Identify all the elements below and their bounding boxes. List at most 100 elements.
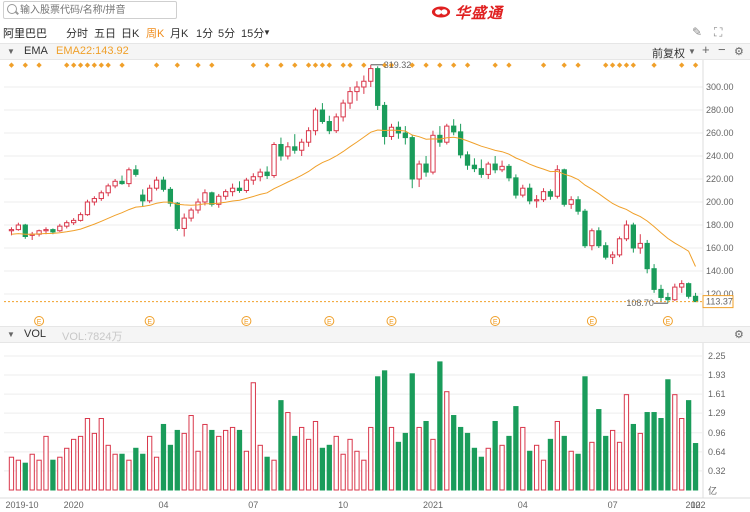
volume-bar (637, 432, 643, 491)
adjust-selector[interactable]: 前复权 (652, 48, 685, 60)
candle-body (361, 80, 367, 88)
volume-bar (513, 406, 519, 491)
candle-body (464, 154, 471, 166)
earnings-marker-label: E (493, 319, 498, 326)
collapse-icon[interactable]: ▼ (7, 47, 15, 56)
vol-tick-label: 0.64 (708, 447, 726, 457)
tab-period-2[interactable]: 日K (121, 28, 140, 40)
tab-period-4[interactable]: 月K (170, 28, 189, 40)
tab-period-1[interactable]: 五日 (94, 28, 116, 40)
x-tick-label: 2022 (686, 500, 706, 510)
volume-bar (278, 400, 284, 491)
tab-period-5[interactable]: 1分 (196, 28, 214, 40)
volume-bar (644, 412, 650, 491)
volume-bar (91, 432, 98, 491)
candle-body (513, 177, 519, 196)
collapse-icon[interactable]: ▼ (7, 330, 15, 339)
event-flag-icon: ◆ (437, 62, 443, 69)
event-flag-icon: ◆ (9, 62, 15, 69)
candle-body (153, 179, 160, 189)
minimize-icon[interactable]: − (718, 42, 726, 57)
volume-bar (188, 415, 194, 491)
settings-icon[interactable]: ⚙ (734, 329, 744, 341)
volume-bar (8, 456, 15, 491)
volume-bar (333, 435, 339, 491)
candle-body (609, 254, 616, 258)
y-tick-label: 260.00 (706, 128, 734, 138)
event-flag-icon: ◆ (175, 62, 181, 69)
volume-bar (257, 444, 263, 491)
volume-bar (430, 438, 436, 491)
top-bar: 华盛通 (0, 0, 750, 22)
x-tick-label: 2020 (64, 500, 84, 510)
volume-bar (520, 426, 526, 491)
search-input[interactable] (20, 3, 170, 17)
volume-bar (229, 426, 236, 491)
event-flag-icon: ◆ (347, 62, 353, 69)
volume-bar (603, 435, 609, 491)
candle-body (375, 68, 381, 106)
volume-bar (651, 412, 657, 491)
candle-body (679, 283, 685, 288)
candle-body (520, 187, 526, 196)
candle-body (485, 163, 491, 175)
tab-period-0[interactable]: 分时 (66, 28, 88, 40)
adjust-dropdown-icon[interactable]: ▼ (688, 47, 696, 56)
event-flag-icon: ◆ (541, 62, 547, 69)
candle-body (575, 199, 581, 212)
event-flag-icon: ◆ (465, 62, 471, 69)
indicator-label[interactable]: EMA (24, 45, 48, 57)
earnings-marker-label: E (389, 319, 394, 326)
period-dropdown-icon[interactable]: ▼ (263, 28, 271, 37)
candle-body (630, 224, 636, 249)
candle-body (278, 144, 284, 157)
vol-tick-label: 2.25 (708, 351, 726, 361)
volume-bar (575, 453, 581, 491)
event-flag-icon: ◆ (679, 62, 685, 69)
volume-bar (596, 409, 602, 491)
y-tick-label: 160.00 (706, 243, 734, 253)
candle-body (457, 131, 464, 156)
volume-bar (361, 459, 367, 491)
candle-body (637, 242, 643, 249)
candle-body (603, 245, 609, 258)
event-flag-icon: ◆ (423, 62, 429, 69)
event-flag-icon: ◆ (292, 62, 298, 69)
volume-bar (685, 400, 692, 491)
search-box[interactable] (3, 1, 177, 19)
event-flag-icon: ◆ (410, 62, 416, 69)
tab-period-6[interactable]: 5分 (218, 28, 236, 40)
volume-bar (492, 420, 498, 491)
volume-bar (119, 453, 125, 491)
volume-bar (223, 429, 229, 491)
volume-bar (623, 394, 630, 491)
volume-bar (299, 426, 305, 491)
volume-bar (354, 450, 360, 491)
event-flag-icon: ◆ (36, 62, 42, 69)
event-flag-icon: ◆ (506, 62, 512, 69)
candle-body (623, 224, 630, 240)
tab-period-3[interactable]: 周K (146, 28, 165, 40)
tab-period-7[interactable]: 15分 (241, 28, 265, 40)
event-flag-icon: ◆ (195, 62, 201, 69)
pencil-icon[interactable]: ✎ (692, 25, 703, 39)
y-tick-label: 220.00 (706, 174, 734, 184)
event-flag-icon: ◆ (92, 62, 98, 69)
event-flag-icon: ◆ (78, 62, 84, 69)
event-flag-icon: ◆ (603, 62, 609, 69)
low-annotation: 108.70 (626, 298, 654, 308)
fullscreen-icon[interactable]: ⛶ (714, 25, 723, 39)
candle-body (547, 191, 554, 197)
candle-body (188, 209, 194, 219)
candle-body (506, 165, 512, 179)
volume-bar (250, 382, 256, 491)
event-flag-icon: ◆ (361, 62, 367, 69)
volume-bar (340, 453, 346, 491)
add-indicator-icon[interactable]: + (702, 42, 710, 57)
settings-icon[interactable]: ⚙ (734, 46, 744, 58)
candle-body (264, 171, 270, 177)
candle-body (685, 283, 692, 297)
candle-body (402, 132, 408, 139)
candle-body (119, 180, 125, 185)
vol-indicator-label[interactable]: VOL (24, 328, 47, 340)
